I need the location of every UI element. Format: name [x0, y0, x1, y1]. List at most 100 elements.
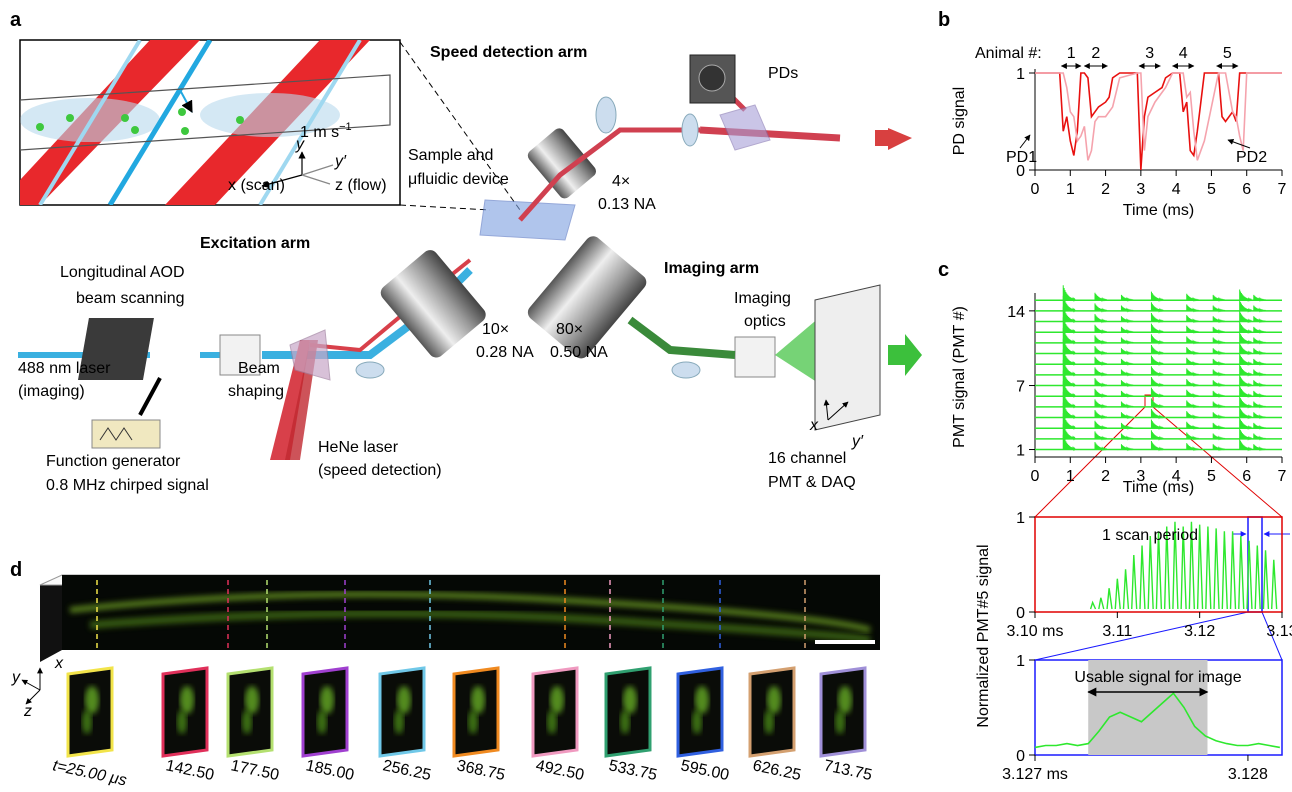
frame-signal: [82, 710, 92, 734]
x-tick-label: 6: [1242, 181, 1251, 198]
zoom-line: [399, 41, 521, 211]
axis-label: x: [54, 655, 64, 672]
y-axis-label: PMT signal (PMT #): [951, 306, 968, 448]
flow-speed: 1 m s−1: [300, 121, 352, 141]
pulse: [1186, 421, 1199, 430]
pulse: [1094, 346, 1108, 356]
frame-signal: [471, 686, 485, 714]
y-tick-label: 1: [1016, 510, 1025, 527]
pulse: [1212, 358, 1226, 366]
frame-signal: [245, 686, 259, 714]
pulse: [1120, 316, 1134, 324]
pulse: [1062, 423, 1076, 441]
label: 0.8 MHz chirped signal: [46, 477, 209, 494]
pulse: [1120, 348, 1134, 356]
frame-signal: [320, 686, 334, 714]
pulse: [1253, 316, 1267, 324]
pulse: [1094, 367, 1108, 377]
pulse: [1212, 380, 1226, 388]
pulse: [1212, 401, 1226, 409]
label: HeNe laser: [318, 439, 399, 456]
pulse: [1062, 381, 1076, 398]
frame-signal: [764, 710, 774, 734]
animal-id: 1: [1067, 45, 1076, 62]
scan-pulse: [1122, 569, 1130, 610]
pulse: [1094, 324, 1108, 335]
label: Beam: [238, 360, 280, 377]
pulse: [1212, 390, 1226, 398]
scan-pulse: [1271, 559, 1278, 610]
pulse: [1062, 391, 1076, 409]
pulse: [1120, 326, 1134, 334]
x-tick-label: 1: [1066, 468, 1075, 485]
pulse: [1062, 338, 1076, 356]
animal-id: 5: [1223, 45, 1232, 62]
pulse: [1186, 304, 1199, 313]
pulse: [1062, 434, 1076, 452]
pulse: [1120, 369, 1134, 377]
scan-pulse: [1254, 545, 1261, 610]
pulse: [1253, 433, 1267, 441]
axis-label: z (flow): [335, 177, 387, 194]
axis-label: z: [23, 703, 32, 720]
inset: [19, 39, 401, 206]
pulse: [1212, 369, 1226, 377]
scan-pulse: [1229, 531, 1237, 610]
label: Excitation arm: [200, 235, 310, 252]
label: PDs: [768, 65, 798, 82]
x-tick-label: 3.127 ms: [1002, 766, 1068, 783]
x-tick-label: 3.13: [1266, 623, 1292, 640]
scan-pulse: [1114, 578, 1121, 610]
pulse: [1239, 417, 1252, 431]
panel-label: a: [10, 9, 22, 31]
pulse: [1094, 410, 1108, 420]
pulse: [1150, 398, 1164, 409]
scan-pulse: [1139, 545, 1146, 610]
pulse: [1212, 305, 1226, 313]
pulse: [1239, 396, 1252, 409]
axis-label: y: [11, 669, 21, 686]
frame-signal: [547, 710, 557, 734]
frame-time: 185.00: [304, 757, 356, 784]
pulse: [1212, 444, 1226, 452]
pulse: [1239, 300, 1252, 313]
pulse: [1062, 402, 1076, 420]
frame-signal: [692, 710, 702, 734]
label: 0.13 NA: [598, 196, 656, 213]
scan-pulse: [1106, 588, 1113, 610]
label: Longitudinal AOD: [60, 264, 185, 281]
x-axis-label: Time (ms): [1123, 479, 1194, 496]
scan-pulse: [1180, 526, 1187, 610]
usable-span: [1088, 660, 1208, 755]
x-tick-label: 2: [1101, 181, 1110, 198]
x-tick-label: 4: [1172, 181, 1181, 198]
animal-id: 4: [1179, 45, 1188, 62]
pulse: [1094, 420, 1108, 431]
pulse: [1212, 348, 1226, 356]
label: 0.50 NA: [550, 344, 608, 361]
pulse: [1150, 312, 1164, 324]
pulse: [1120, 390, 1134, 398]
frame-time: 256.25: [381, 757, 433, 784]
label: 16 channel: [768, 450, 846, 467]
label: (imaging): [18, 383, 85, 400]
y-axis-label: Normalized PMT#5 signal: [975, 544, 992, 727]
series-label: PD2: [1236, 149, 1267, 166]
pulse: [1239, 438, 1252, 452]
frame-time: 595.00: [679, 757, 731, 784]
pulse: [1062, 306, 1076, 324]
pulse: [1186, 432, 1199, 441]
trace: [1035, 72, 1282, 161]
x-tick-label: 3: [1136, 181, 1145, 198]
pulse: [1239, 428, 1252, 441]
pulse: [1186, 336, 1199, 345]
pulse: [1150, 419, 1164, 431]
y-tick-label: 14: [1007, 304, 1025, 321]
frame-signal: [695, 686, 709, 714]
scan-pulse: [1147, 535, 1154, 610]
label: 4×: [612, 173, 630, 190]
scan-pulse: [1205, 526, 1212, 610]
scan-pulse: [1221, 531, 1228, 610]
y-tick-label: 7: [1016, 379, 1025, 396]
pulse: [1150, 291, 1164, 303]
